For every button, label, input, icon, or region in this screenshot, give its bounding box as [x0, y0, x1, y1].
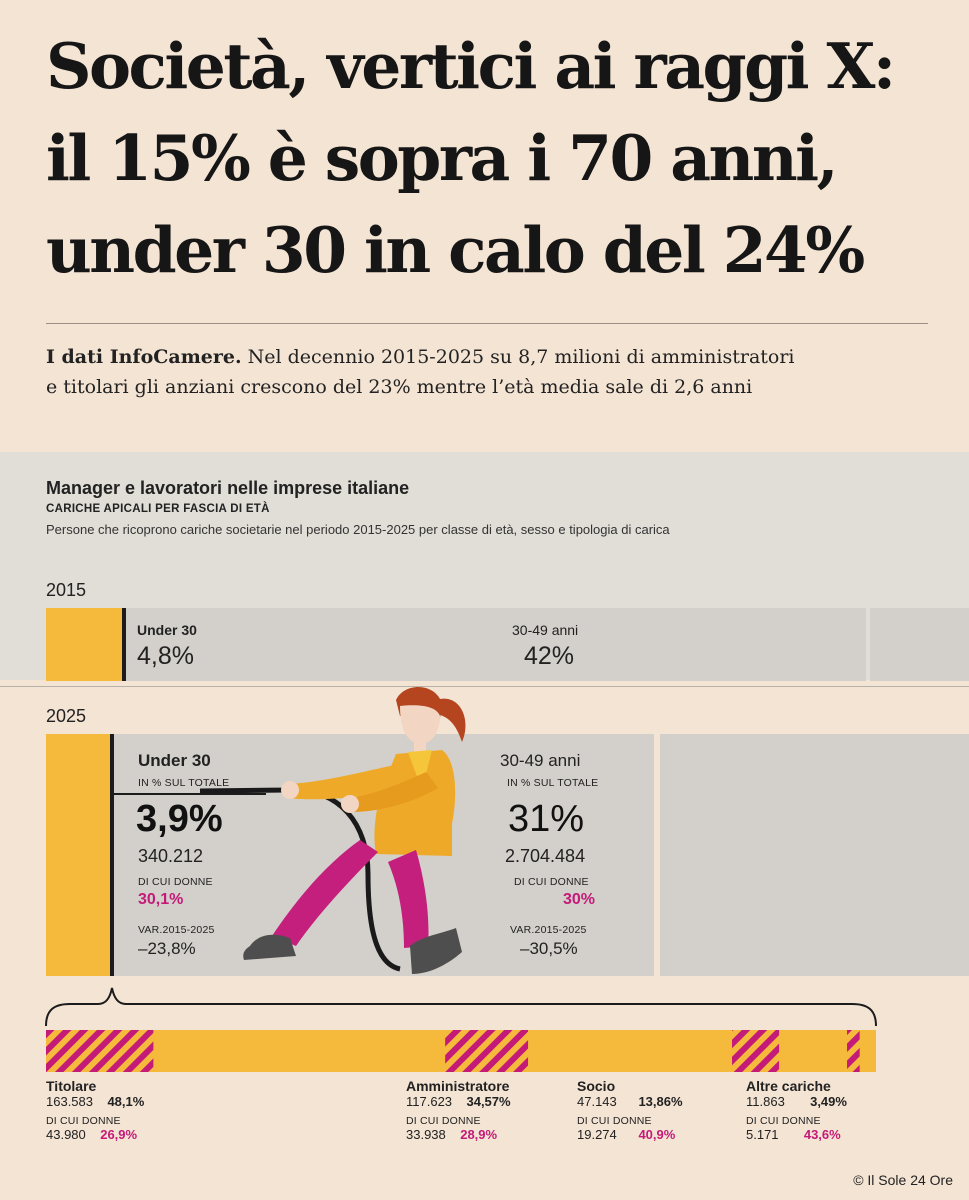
headline-divider	[46, 323, 928, 324]
panel-2015-other	[870, 608, 969, 681]
role-women-caption: DI CUI DONNE	[746, 1115, 821, 1127]
role-share: 48,1%	[107, 1094, 145, 1109]
chart-subtitle: CARICHE APICALI PER FASCIA DI ETÀ	[46, 503, 270, 515]
share-caption-30-49: IN % SUL TOTALE	[507, 777, 599, 789]
role-name: Titolare	[46, 1078, 97, 1094]
role-count: 47.143	[577, 1094, 617, 1109]
under30-leader-line	[114, 793, 266, 795]
count-2025-under30: 340.212	[138, 846, 204, 866]
role-women-share: 28,9%	[460, 1127, 498, 1142]
role-bar-svg	[46, 1030, 876, 1072]
breakdown-brace	[45, 987, 877, 1027]
role-women-segment-1	[445, 1030, 529, 1072]
role-titolare: Titolare 163.583 48,1% DI CUI DONNE 43.9…	[46, 1078, 144, 1142]
role-share: 34,57%	[466, 1094, 511, 1109]
women-caption-30-49: DI CUI DONNE	[514, 876, 589, 888]
headline-line-2: il 15% è sopra i 70 anni,	[46, 121, 839, 195]
panel-2025-other	[660, 734, 969, 976]
value-2025-under30: 3,9%	[136, 798, 223, 840]
label-2025-under30: Under 30	[138, 751, 211, 770]
share-caption-under30: IN % SUL TOTALE	[138, 777, 230, 789]
label-2015-30-49: 30-49 anni	[512, 622, 579, 638]
panel-2015-30-49	[126, 608, 866, 681]
role-name: Altre cariche	[746, 1078, 831, 1094]
headline-line-1: Società, vertici ai raggi X:	[46, 29, 896, 103]
value-2015-30-49: 42%	[524, 642, 575, 670]
role-women-count: 33.938	[406, 1127, 446, 1142]
marker-2015	[122, 608, 126, 681]
var-caption-30-49: VAR.2015-2025	[510, 924, 587, 936]
bar-2025-under30	[46, 734, 110, 976]
role-women-count: 5.171	[746, 1127, 779, 1142]
label-2015-under30: Under 30	[137, 622, 197, 638]
role-women-segment-3	[847, 1030, 860, 1072]
role-women-caption: DI CUI DONNE	[406, 1115, 481, 1127]
role-women-share: 40,9%	[638, 1127, 676, 1142]
label-2025-30-49: 30-49 anni	[500, 751, 581, 770]
role-count: 163.583	[46, 1094, 93, 1109]
value-2025-30-49: 31%	[508, 798, 585, 840]
var-caption-under30: VAR.2015-2025	[138, 924, 215, 936]
intro-line-2: e titolari gli anziani crescono del 23% …	[46, 376, 753, 398]
role-women-count: 19.274	[577, 1127, 617, 1142]
value-2015-under30: 4,8%	[137, 642, 194, 670]
marker-2025	[110, 734, 114, 976]
role-women-count: 43.980	[46, 1127, 86, 1142]
role-socio: Socio 47.143 13,86% DI CUI DONNE 19.274 …	[577, 1078, 683, 1142]
year-label-2025: 2025	[46, 706, 87, 726]
intro-paragraph: I dati InfoCamere. Nel decennio 2015-202…	[46, 342, 946, 402]
role-name: Amministratore	[406, 1078, 510, 1094]
role-women-caption: DI CUI DONNE	[46, 1115, 121, 1127]
var-value-30-49: –30,5%	[520, 939, 578, 958]
count-2025-30-49: 2.704.484	[505, 846, 586, 866]
intro-lead: I dati InfoCamere.	[46, 346, 242, 368]
role-name: Socio	[577, 1078, 616, 1094]
var-value-under30: –23,8%	[138, 939, 196, 958]
headline: Società, vertici ai raggi X: il 15% è so…	[46, 20, 946, 296]
chart-title: Manager e lavoratori nelle imprese itali…	[46, 478, 410, 498]
role-women-share: 43,6%	[803, 1127, 841, 1142]
role-breakdown-bar	[46, 1030, 876, 1072]
role-amministratore: Amministratore 117.623 34,57% DI CUI DON…	[406, 1078, 511, 1142]
role-share: 3,49%	[810, 1094, 847, 1109]
role-women-share: 26,9%	[100, 1127, 138, 1142]
role-altre-cariche: Altre cariche 11.863 3,49% DI CUI DONNE …	[746, 1078, 847, 1142]
women-caption-under30: DI CUI DONNE	[138, 876, 213, 888]
role-women-segment-2	[732, 1030, 780, 1072]
role-women-segment-0	[46, 1030, 154, 1072]
intro-line-1: Nel decennio 2015-2025 su 8,7 milioni di…	[241, 346, 795, 368]
role-share: 13,86%	[638, 1094, 683, 1109]
headline-line-3: under 30 in calo del 24%	[46, 213, 865, 287]
women-value-under30: 30,1%	[138, 891, 184, 908]
women-value-30-49: 30%	[563, 891, 596, 908]
bar-2015-under30	[46, 608, 122, 681]
year-label-2015: 2015	[46, 580, 87, 600]
role-count: 117.623	[406, 1094, 453, 1109]
tug-of-war-illustration	[200, 686, 466, 974]
chart-description: Persone che ricoprono cariche societarie…	[46, 522, 670, 537]
role-count: 11.863	[746, 1094, 785, 1109]
row-separator	[0, 686, 969, 687]
copyright-credit: © Il Sole 24 Ore	[853, 1172, 953, 1188]
role-women-caption: DI CUI DONNE	[577, 1115, 652, 1127]
